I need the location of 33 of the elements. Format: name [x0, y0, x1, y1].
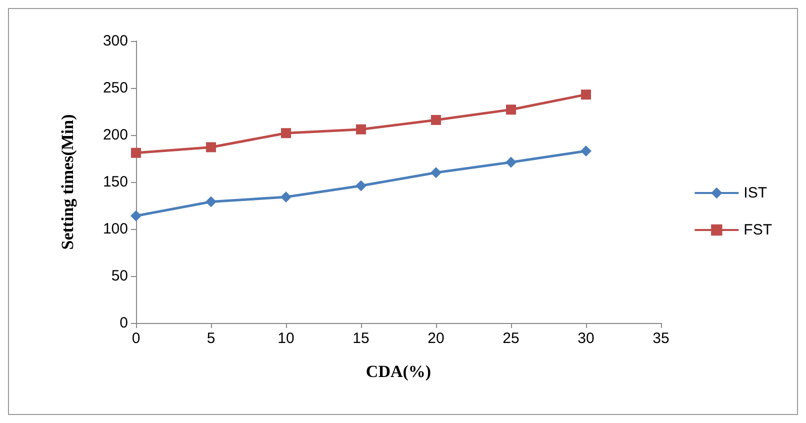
x-tick-label: 30	[578, 330, 594, 347]
x-tick-label: 10	[278, 330, 294, 347]
y-tick-label: 50	[111, 268, 128, 284]
point	[131, 148, 141, 158]
point	[206, 142, 216, 152]
point	[280, 192, 292, 203]
x-tick-label: 25	[502, 330, 520, 347]
point	[581, 90, 591, 100]
point	[206, 196, 216, 208]
x-tick-label: 5	[206, 330, 216, 347]
point	[430, 167, 442, 178]
y-tick-label: 150	[102, 174, 128, 190]
y-tick-label: 200	[102, 126, 128, 144]
x-tick-label: 0	[132, 330, 140, 347]
legend-label: FST	[744, 222, 772, 238]
x-axis-title: CDA(%)	[366, 362, 432, 381]
y-tick-label: 300	[102, 32, 128, 50]
x-tick-label: 35	[652, 330, 670, 347]
point	[431, 114, 441, 125]
x-tick-label: 20	[428, 330, 444, 347]
y-tick-label: 250	[102, 80, 128, 96]
y-tick-label: 0	[120, 314, 128, 332]
y-axis-title: Setting times(Min)	[58, 114, 77, 250]
point	[130, 210, 142, 222]
point	[356, 180, 366, 192]
point	[506, 104, 516, 115]
y-tick-label: 100	[102, 220, 128, 238]
point	[281, 128, 291, 138]
legend-label: IST	[744, 184, 768, 202]
point	[506, 156, 516, 168]
point	[580, 145, 592, 156]
x-tick-label: 15	[352, 330, 370, 347]
point	[356, 124, 366, 134]
